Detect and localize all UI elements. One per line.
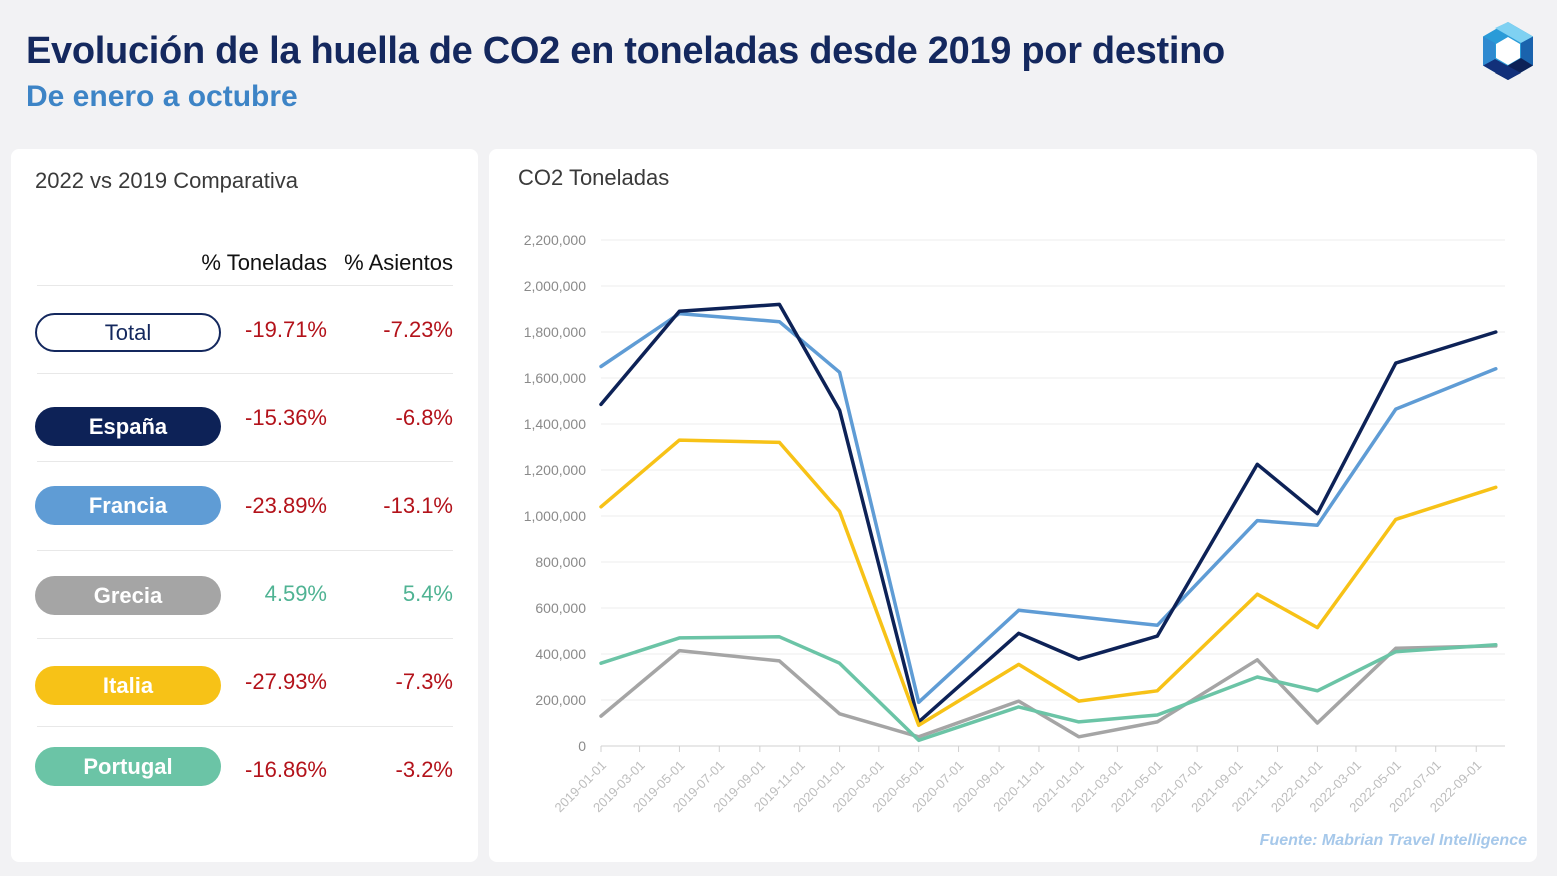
- series-line-francia: [599, 311, 1498, 705]
- pill-total: Total: [35, 313, 221, 352]
- column-header-tons: % Toneladas: [201, 250, 327, 275]
- y-tick-label: 0: [578, 738, 586, 754]
- value-seats-espana: -6.8%: [395, 405, 453, 430]
- column-header-seats: % Asientos: [344, 250, 453, 275]
- y-tick-label: 1,800,000: [524, 324, 586, 340]
- pill-francia: Francia: [35, 486, 221, 525]
- line-chart: 0 200,000 400,000 600,000 800,000 1,000,000 1,…: [524, 232, 1505, 815]
- value-tons-espana: -15.36%: [245, 405, 327, 430]
- series-line-italia: [599, 438, 1498, 728]
- series-line-espana: [599, 302, 1498, 724]
- value-seats-total: -7.23%: [383, 317, 453, 342]
- row-divider: [37, 550, 453, 551]
- value-seats-francia: -13.1%: [383, 493, 453, 518]
- y-tick-label: 2,000,000: [524, 278, 586, 294]
- chart-card: CO2 Toneladas 0 200,000 400,000 600,000 800,…: [489, 149, 1537, 862]
- series-line-grecia: [599, 644, 1498, 739]
- y-tick-label: 1,200,000: [524, 462, 586, 478]
- y-tick-label: 1,400,000: [524, 416, 586, 432]
- pill-portugal: Portugal: [35, 747, 221, 786]
- value-seats-grecia: 5.4%: [402, 581, 453, 606]
- y-tick-label: 800,000: [535, 554, 586, 570]
- pill-grecia: Grecia: [35, 576, 221, 615]
- value-tons-italia: -27.93%: [245, 669, 327, 694]
- source-note: Fuente: Mabrian Travel Intelligence: [1259, 832, 1527, 849]
- comparison-card: 2022 vs 2019 Comparativa % Toneladas % A…: [11, 149, 478, 862]
- row-divider: [37, 461, 453, 462]
- y-tick-label: 400,000: [535, 646, 586, 662]
- pill-italia: Italia: [35, 666, 221, 705]
- y-tick-label: 1,000,000: [524, 508, 586, 524]
- value-tons-total: -19.71%: [245, 317, 327, 342]
- value-seats-italia: -7.3%: [395, 669, 453, 694]
- value-tons-grecia: 4.59%: [264, 581, 327, 606]
- series-line-portugal: [599, 635, 1498, 743]
- row-divider: [37, 726, 453, 727]
- value-seats-portugal: -3.2%: [395, 757, 453, 782]
- value-tons-francia: -23.89%: [245, 493, 327, 518]
- chart-title: CO2 Toneladas: [518, 165, 670, 190]
- comparison-title: 2022 vs 2019 Comparativa: [35, 168, 298, 193]
- y-tick-label: 600,000: [535, 600, 586, 616]
- y-tick-label: 200,000: [535, 692, 586, 708]
- page-title: Evolución de la huella de CO2 en tonelad…: [26, 30, 1225, 72]
- y-tick-label: 1,600,000: [524, 370, 586, 386]
- value-tons-portugal: -16.86%: [245, 757, 327, 782]
- page-subtitle: De enero a octubre: [26, 80, 298, 113]
- y-tick-label: 2,200,000: [524, 232, 586, 248]
- row-divider: [37, 285, 453, 286]
- row-divider: [37, 638, 453, 639]
- row-divider: [37, 373, 453, 374]
- pill-espana: España: [35, 407, 221, 446]
- hexagon-logo-icon: [1483, 22, 1533, 80]
